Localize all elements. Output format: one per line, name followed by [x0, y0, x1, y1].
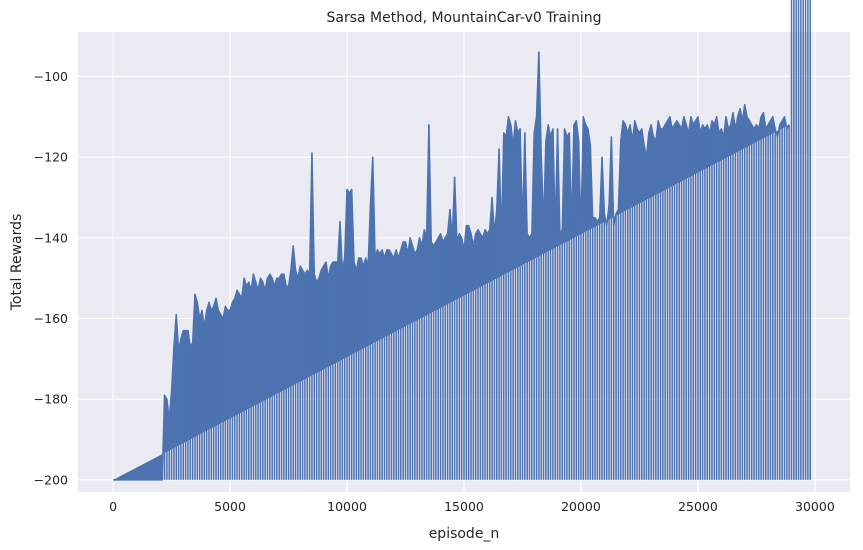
x-tick-label: 10000 — [327, 499, 367, 514]
y-tick-label: −200 — [34, 472, 68, 487]
x-tick-label: 5000 — [214, 499, 246, 514]
x-axis-label: episode_n — [429, 526, 500, 542]
series-line — [113, 51, 790, 481]
x-tick-label: 0 — [109, 499, 117, 514]
x-tick-labels: 0 5000 10000 15000 20000 25000 30000 — [109, 499, 835, 514]
y-tick-label: −100 — [34, 69, 68, 84]
series-group — [113, 0, 811, 481]
y-tick-label: −160 — [34, 311, 68, 326]
y-tick-label: −180 — [34, 392, 68, 407]
y-axis-label: Total Rewards — [9, 214, 25, 312]
x-tick-label: 20000 — [561, 499, 601, 514]
x-tick-label: 15000 — [444, 499, 484, 514]
x-tick-label: 30000 — [795, 499, 835, 514]
chart-title: Sarsa Method, MountainCar-v0 Training — [327, 10, 602, 26]
y-tick-label: −120 — [34, 150, 68, 165]
y-tick-label: −140 — [34, 230, 68, 245]
y-tick-labels: −200 −180 −160 −140 −120 −100 — [34, 69, 68, 488]
x-tick-label: 25000 — [678, 499, 718, 514]
